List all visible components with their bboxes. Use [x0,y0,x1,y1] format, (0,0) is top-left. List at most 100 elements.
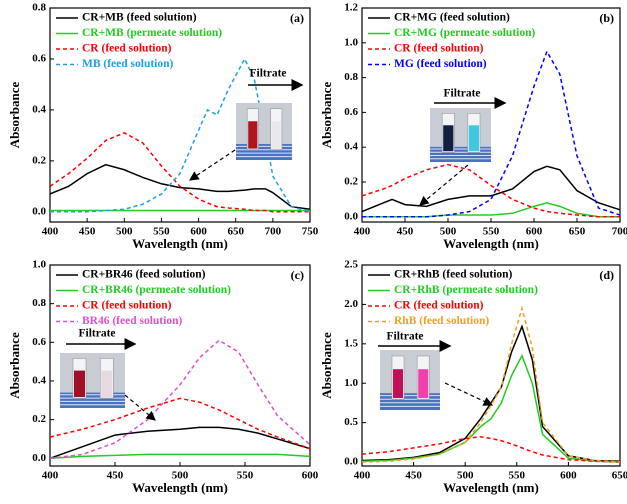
y-tick-label: 0.8 [32,297,46,309]
inset-label: Filtrate [78,328,115,340]
legend-label: CR+RhB (feed solution) [394,269,513,281]
x-tick-label: 550 [153,226,170,238]
inset-vial-liquid [101,370,113,397]
y-tick-label: 0.6 [344,106,358,118]
x-tick-label: 650 [569,226,586,238]
legend-label: CR+BR46 (permeate solution) [82,284,231,296]
legend-label: BR46 (feed solution) [82,315,182,327]
series-line [361,324,621,463]
y-tick-label: 0.5 [344,416,358,428]
panel-label: (b) [599,11,614,25]
y-tick-label: 0.0 [32,205,46,217]
x-tick-label: 400 [354,226,371,238]
y-axis-label: Absorbance [319,332,334,399]
series-line [361,165,621,213]
plot-frame [361,264,621,467]
x-tick-label: 750 [302,226,319,238]
legend-label: RhB (feed solution) [394,315,489,327]
x-axis-label: Wavelength (nm) [443,236,539,251]
x-tick-label: 500 [116,226,133,238]
inset-vial-liquid [393,369,403,398]
y-tick-label: 1.0 [344,377,358,389]
series-line [49,339,311,460]
y-tick-label: 0.8 [32,2,46,14]
inset-vial-liquid [418,369,429,398]
y-tick-label: 1.0 [344,36,358,48]
y-tick-label: 0.2 [344,176,358,188]
inset-vial-liquid [443,125,454,152]
y-tick-label: 1.5 [344,337,358,349]
x-tick-label: 450 [79,226,96,238]
pointer-arrow [189,149,236,181]
x-tick-label: 500 [172,470,189,482]
x-tick-label: 450 [107,470,124,482]
legend-label: CR (feed solution) [394,300,484,312]
x-tick-label: 650 [227,226,244,238]
y-tick-label: 2.5 [344,259,358,271]
series-line [362,49,621,218]
y-axis-label: Absorbance [7,332,22,399]
inset-vial-liquid [74,370,85,397]
y-tick-label: 0.2 [32,154,46,166]
legend-label: CR+BR46 (feed solution) [82,269,206,281]
series-line [361,353,621,463]
x-axis-label: Wavelength (nm) [132,236,228,251]
y-tick-label: 0.4 [32,103,46,115]
series-line [361,436,621,463]
y-tick-label: 1.0 [32,259,46,271]
legend-label: CR+MG (feed solution) [394,12,510,24]
series-line [49,131,310,213]
x-tick-label: 550 [237,470,254,482]
series-line [49,397,311,450]
legend-label: CR (feed solution) [82,300,172,312]
x-tick-label: 700 [612,226,627,238]
y-tick-label: 2.0 [344,298,358,310]
x-tick-label: 700 [265,226,282,238]
x-tick-label: 400 [42,226,59,238]
legend-label: CR+RhB (permeate solution) [394,284,538,296]
y-tick-label: 1.2 [344,2,358,14]
x-tick-label: 600 [526,226,543,238]
inset-vial-liquid [271,121,281,149]
legend-label: CR (feed solution) [82,43,172,55]
panel-label: (c) [291,268,304,282]
pointer-arrow [444,382,494,406]
y-tick-label: 0.2 [32,413,46,425]
inset-vial-liquid [468,125,480,152]
x-axis-label: Wavelength (nm) [443,480,539,495]
inset-label: Filtrate [249,68,286,80]
inset-label: Filtrate [443,88,480,100]
y-tick-label: 0.0 [344,210,358,222]
y-tick-label: 0.6 [32,52,46,64]
x-tick-label: 600 [560,470,577,482]
inset-vial-liquid [248,121,258,149]
y-tick-label: 0.4 [32,374,46,386]
series-line [362,202,620,218]
legend-label: CR (feed solution) [394,43,484,55]
legend-label: MG (feed solution) [394,58,487,70]
pointer-arrow [419,164,469,206]
y-tick-label: 0.4 [344,141,358,153]
y-tick-label: 0.0 [344,456,358,468]
panel-label: (a) [290,11,304,25]
x-tick-label: 400 [42,470,59,482]
series-line [49,426,311,459]
y-axis-label: Absorbance [319,82,334,149]
x-tick-label: 600 [302,470,319,482]
x-axis-label: Wavelength (nm) [132,480,228,495]
panel-label: (d) [599,268,614,282]
inset-label: Filtrate [386,331,423,343]
x-tick-label: 400 [354,470,371,482]
series-line [49,453,311,460]
y-tick-label: 0.6 [32,336,46,348]
x-tick-label: 450 [397,226,414,238]
x-tick-label: 500 [457,470,474,482]
x-tick-label: 550 [483,226,500,238]
series-line [49,163,311,211]
x-tick-label: 550 [509,470,526,482]
x-tick-label: 450 [405,470,422,482]
pointer-arrow [124,394,156,421]
x-tick-label: 650 [612,470,627,482]
plot-frame [49,7,311,223]
